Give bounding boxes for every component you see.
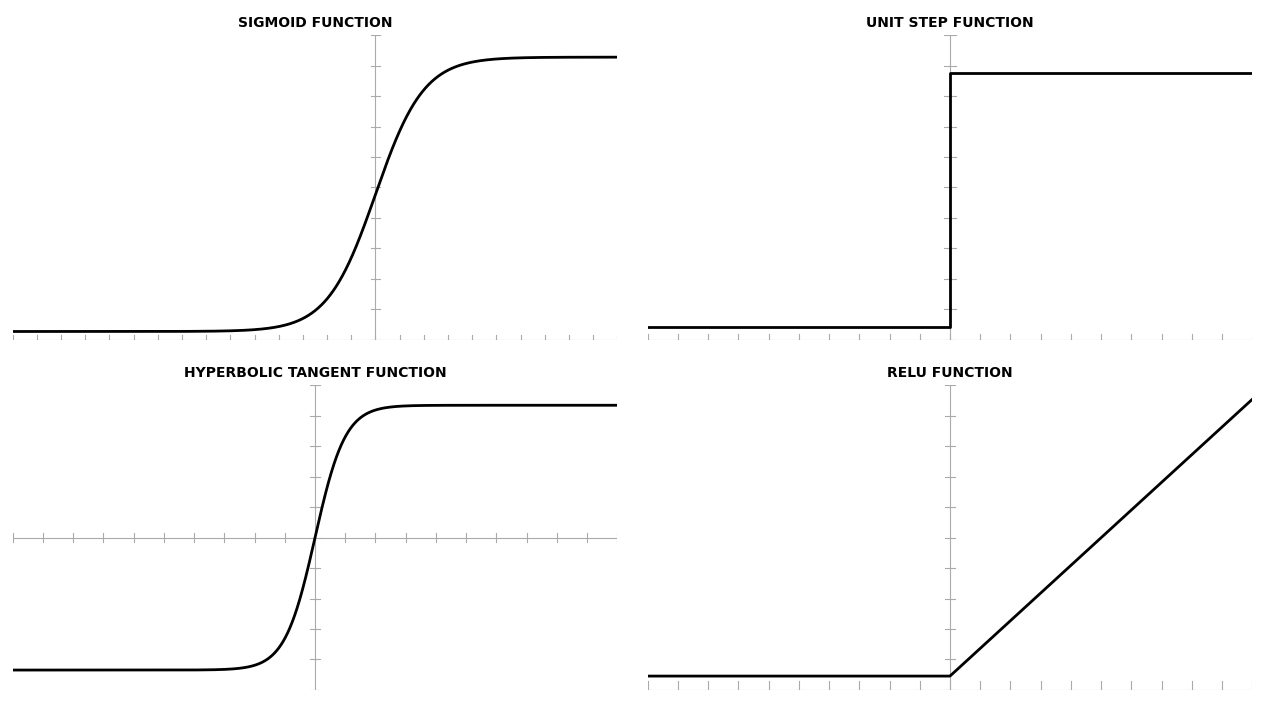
Title: UNIT STEP FUNCTION: UNIT STEP FUNCTION (867, 16, 1034, 30)
Title: RELU FUNCTION: RELU FUNCTION (887, 366, 1013, 380)
Title: SIGMOID FUNCTION: SIGMOID FUNCTION (238, 16, 392, 30)
Title: HYPERBOLIC TANGENT FUNCTION: HYPERBOLIC TANGENT FUNCTION (183, 366, 447, 380)
